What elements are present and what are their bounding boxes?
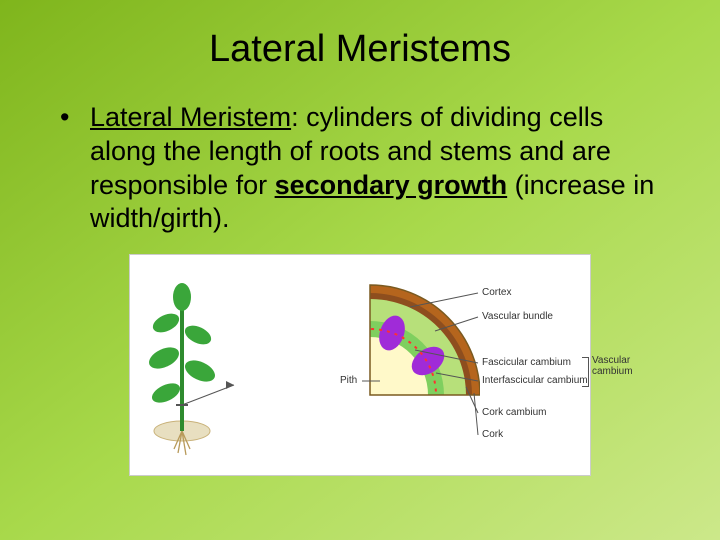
label-cork: Cork	[482, 429, 503, 440]
brace-vascular-cambium	[582, 357, 589, 387]
plant-illustration	[134, 263, 244, 463]
label-vascular-cambium: Vascular cambium	[592, 355, 652, 377]
diagram-container: Pith Cortex Vascular bundle Fascicular c…	[129, 254, 591, 476]
body-text: • Lateral Meristem: cylinders of dividin…	[0, 71, 720, 236]
label-interfascicular-cambium: Interfascicular cambium	[482, 375, 588, 386]
term-lateral-meristem: Lateral Meristem	[90, 102, 291, 132]
bullet-marker: •	[60, 101, 90, 236]
stem-cross-section	[240, 255, 480, 475]
slide-title: Lateral Meristems	[0, 0, 720, 71]
bullet-content: Lateral Meristem: cylinders of dividing …	[90, 101, 660, 236]
term-secondary-growth: secondary growth	[275, 170, 508, 200]
label-vascular-bundle: Vascular bundle	[482, 311, 553, 322]
bullet-item: • Lateral Meristem: cylinders of dividin…	[60, 101, 660, 236]
label-fascicular-cambium: Fascicular cambium	[482, 357, 571, 368]
label-pith: Pith	[340, 375, 357, 386]
slide: Lateral Meristems • Lateral Meristem: cy…	[0, 0, 720, 540]
label-cortex: Cortex	[482, 287, 511, 298]
label-cork-cambium: Cork cambium	[482, 407, 546, 418]
